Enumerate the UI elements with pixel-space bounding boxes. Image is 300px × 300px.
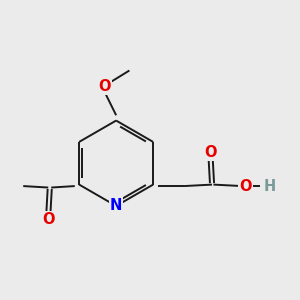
Text: O: O: [42, 212, 55, 227]
Text: H: H: [263, 178, 276, 194]
Text: O: O: [98, 79, 111, 94]
Text: O: O: [204, 145, 217, 160]
Text: O: O: [240, 178, 252, 194]
Text: N: N: [110, 198, 122, 213]
